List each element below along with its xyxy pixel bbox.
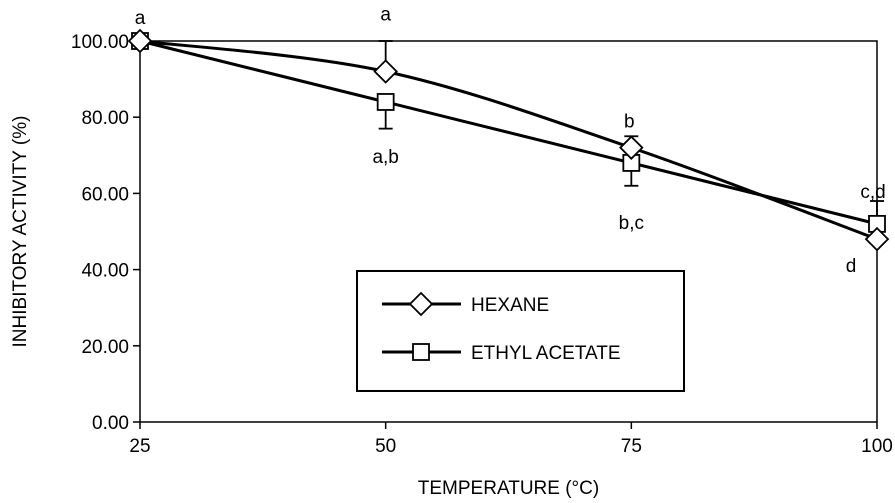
y-tick-label: 40.00 [81,261,129,282]
significance-label: a [135,8,146,29]
y-axis-title: INHIBITORY ACTIVITY (%) [10,116,31,348]
x-tick-label: 75 [621,436,642,457]
legend-box [357,271,684,391]
significance-label: d [846,256,857,277]
x-axis-title: TEMPERATURE (°C) [418,478,599,499]
significance-label: c,d [860,182,885,203]
y-tick-label: 20.00 [81,337,129,358]
legend-label: HEXANE [471,295,549,316]
legend-square-marker [413,344,429,360]
legend: HEXANE ETHYL ACETATE [357,271,684,391]
x-tick-label: 100 [861,436,893,457]
y-tick-label: 0.00 [92,413,129,434]
y-ticks: 0.00 20.00 40.00 60.00 80.00 100.00 [71,32,140,434]
significance-label: b [624,112,635,133]
y-tick-label: 80.00 [81,108,129,129]
x-ticks: 25 50 75 100 [129,422,892,457]
y-tick-label: 60.00 [81,184,129,205]
significance-label: a,b [372,147,398,168]
significance-label: b,c [619,213,644,234]
diamond-marker [375,60,397,82]
square-marker [378,94,394,110]
significance-label: a [380,4,391,25]
x-tick-label: 50 [375,436,396,457]
series-layer: a a b d a,b b,c c,d [129,4,888,277]
legend-label: ETHYL ACETATE [471,343,621,364]
series-line [140,41,877,239]
y-tick-label: 100.00 [71,32,129,53]
x-tick-label: 25 [129,436,150,457]
series-line [140,41,877,224]
